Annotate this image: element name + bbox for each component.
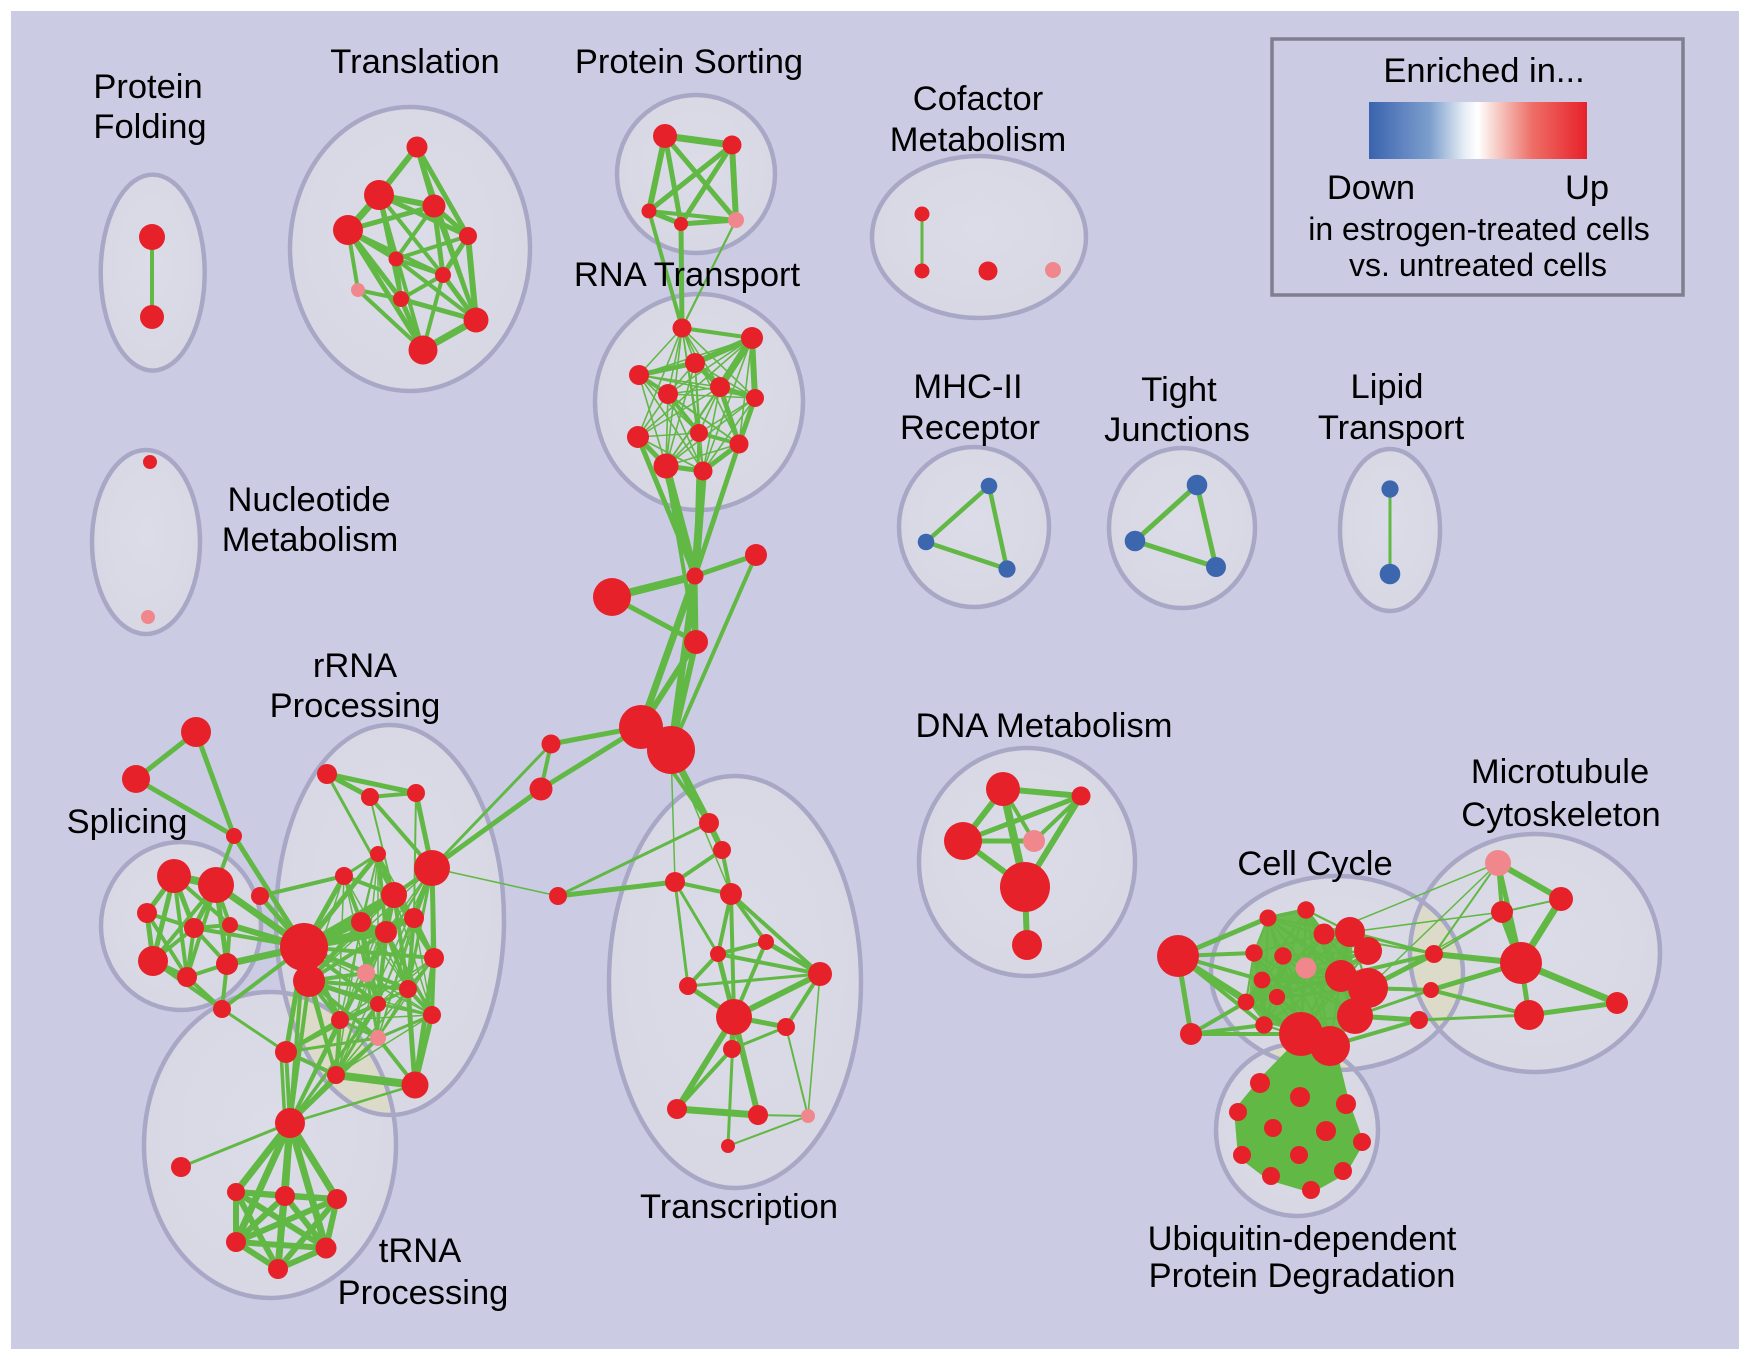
svg-text:Folding: Folding bbox=[93, 108, 206, 146]
svg-text:Processing: Processing bbox=[338, 1274, 509, 1312]
svg-text:Cell Cycle: Cell Cycle bbox=[1237, 845, 1392, 883]
svg-text:Metabolism: Metabolism bbox=[890, 121, 1066, 159]
svg-text:Transcription: Transcription bbox=[640, 1188, 838, 1226]
svg-text:Protein Sorting: Protein Sorting bbox=[575, 43, 803, 81]
svg-text:Down: Down bbox=[1327, 169, 1415, 207]
svg-text:Protein: Protein bbox=[93, 68, 202, 106]
svg-text:Transport: Transport bbox=[1318, 409, 1465, 447]
svg-text:Enriched in...: Enriched in... bbox=[1383, 52, 1584, 90]
svg-text:Junctions: Junctions bbox=[1104, 411, 1250, 449]
svg-text:Metabolism: Metabolism bbox=[222, 521, 398, 559]
svg-text:tRNA: tRNA bbox=[379, 1232, 461, 1270]
svg-text:RNA Transport: RNA Transport bbox=[574, 256, 801, 294]
svg-text:Translation: Translation bbox=[330, 43, 499, 81]
svg-text:Lipid: Lipid bbox=[1351, 368, 1424, 406]
svg-text:Protein Degradation: Protein Degradation bbox=[1149, 1257, 1456, 1295]
svg-text:DNA Metabolism: DNA Metabolism bbox=[916, 707, 1173, 745]
svg-text:Up: Up bbox=[1565, 169, 1609, 207]
svg-text:Ubiquitin-dependent: Ubiquitin-dependent bbox=[1148, 1220, 1457, 1258]
svg-text:Cofactor: Cofactor bbox=[913, 80, 1043, 118]
svg-text:rRNA: rRNA bbox=[313, 647, 397, 685]
svg-text:Processing: Processing bbox=[270, 687, 441, 725]
svg-text:vs. untreated cells: vs. untreated cells bbox=[1349, 247, 1607, 283]
svg-text:Receptor: Receptor bbox=[900, 409, 1040, 447]
svg-text:Microtubule: Microtubule bbox=[1471, 753, 1649, 791]
svg-text:Cytoskeleton: Cytoskeleton bbox=[1461, 796, 1660, 834]
svg-text:MHC-II: MHC-II bbox=[913, 368, 1022, 406]
svg-text:Nucleotide: Nucleotide bbox=[227, 481, 390, 519]
svg-text:in estrogen-treated cells: in estrogen-treated cells bbox=[1308, 211, 1650, 247]
svg-text:Tight: Tight bbox=[1141, 371, 1217, 409]
svg-text:Splicing: Splicing bbox=[67, 803, 188, 841]
